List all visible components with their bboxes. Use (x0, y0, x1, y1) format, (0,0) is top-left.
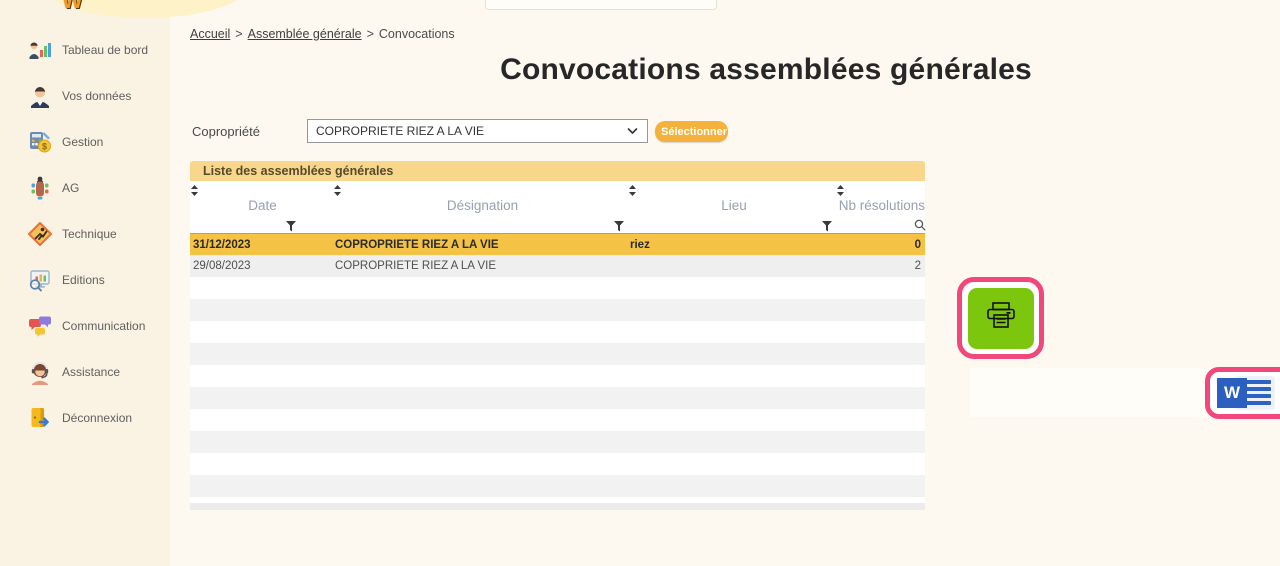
table-row-selected[interactable]: 31/12/2023 COPROPRIETE RIEZ A LA VIE rie… (190, 233, 925, 255)
word-export-button[interactable]: W (1217, 375, 1277, 411)
cell-designation: COPROPRIETE RIEZ A LA VIE (335, 239, 499, 251)
filter-icon[interactable] (286, 219, 296, 237)
column-header-nb-resolutions[interactable]: Nb résolutions (838, 198, 925, 213)
sidebar-item-label: AG (62, 181, 80, 195)
user-data-icon (26, 82, 54, 110)
print-button-highlight (957, 277, 1044, 359)
word-export-highlight: W (1205, 367, 1280, 419)
assemblies-table: Liste des assemblées générales Date Dési… (190, 161, 926, 510)
breadcrumb-link-accueil[interactable]: Accueil (190, 27, 231, 41)
sidebar-item-label: Gestion (62, 135, 104, 149)
cell-date: 31/12/2023 (193, 239, 251, 251)
communication-icon (26, 312, 54, 340)
table-row-empty (190, 365, 925, 387)
cell-designation: COPROPRIETE RIEZ A LA VIE (335, 260, 497, 272)
table-row-empty (190, 321, 925, 343)
sort-icon[interactable] (837, 183, 844, 201)
table-row[interactable]: 29/08/2023 COPROPRIETE RIEZ A LA VIE 2 (190, 255, 925, 277)
breadcrumb: Accueil > Assemblée générale > Convocations (190, 27, 455, 41)
assembly-icon (26, 174, 54, 202)
print-button[interactable] (967, 287, 1034, 349)
svg-text:$: $ (42, 141, 47, 151)
table-header: Date Désignation Lieu Nb résolutions (190, 181, 926, 236)
sidebar: Tableau de bord Vos données (0, 0, 170, 566)
sidebar-item-label: Tableau de bord (62, 43, 149, 57)
column-header-lieu[interactable]: Lieu (721, 198, 747, 213)
table-caption: Liste des assemblées générales (190, 161, 925, 181)
sidebar-item-label: Assistance (62, 365, 121, 379)
table-row-empty (190, 453, 925, 475)
table-row-empty (190, 277, 925, 299)
sort-icon[interactable] (334, 183, 341, 201)
sort-icon[interactable] (191, 183, 198, 201)
chevron-down-icon (627, 127, 638, 135)
filter-icon[interactable] (822, 219, 832, 237)
table-row-empty (190, 299, 925, 321)
horizontal-scrollbar[interactable] (190, 503, 925, 510)
column-header-designation[interactable]: Désignation (446, 198, 519, 213)
sidebar-item-label: Vos données (62, 89, 132, 103)
search-icon[interactable] (914, 218, 926, 236)
printer-icon (984, 301, 1018, 336)
cell-lieu (630, 255, 838, 277)
technical-icon (26, 220, 54, 248)
column-header-date[interactable]: Date (248, 198, 277, 213)
sidebar-item-assistance[interactable]: Assistance (0, 349, 170, 395)
management-icon: $ (26, 128, 54, 156)
logout-icon (26, 404, 54, 432)
cell-date: 29/08/2023 (193, 260, 251, 272)
word-logo-letter: W (1217, 378, 1247, 408)
sidebar-item-label: Editions (62, 273, 105, 287)
breadcrumb-link-assemblee-generale[interactable]: Assemblée générale (247, 27, 362, 41)
sidebar-item-gestion[interactable]: $ Gestion (0, 119, 170, 165)
sidebar-item-communication[interactable]: Communication (0, 303, 170, 349)
sidebar-item-tableau-de-bord[interactable]: Tableau de bord (0, 27, 170, 73)
table-tail (190, 497, 925, 503)
table-empty-rows (190, 277, 925, 497)
sidebar-item-technique[interactable]: Technique (0, 211, 170, 257)
support-icon (26, 358, 54, 386)
copropriete-select[interactable]: COPROPRIETE RIEZ A LA VIE (307, 119, 648, 143)
breadcrumb-current: Convocations (378, 27, 455, 41)
table-row-empty (190, 343, 925, 365)
cell-nb-resolutions: 2 (914, 260, 921, 272)
table-row-empty (190, 431, 925, 453)
sidebar-item-editions[interactable]: Editions (0, 257, 170, 303)
top-search-bar-partial[interactable] (485, 0, 717, 10)
breadcrumb-separator: > (366, 27, 374, 41)
table-row-empty (190, 475, 925, 497)
copropriete-label: Copropriété (192, 124, 260, 139)
sidebar-item-ag[interactable]: AG (0, 165, 170, 211)
sidebar-item-label: Technique (62, 227, 117, 241)
sidebar-item-deconnexion[interactable]: Déconnexion (0, 395, 170, 441)
filter-icon[interactable] (614, 219, 624, 237)
dashboard-icon (26, 36, 54, 64)
sidebar-item-vos-donnees[interactable]: Vos données (0, 73, 170, 119)
sidebar-item-label: Communication (62, 319, 146, 333)
page-title: Convocations assemblées générales (500, 53, 1032, 86)
cell-nb-resolutions: 0 (914, 239, 921, 251)
table-row-empty (190, 387, 925, 409)
breadcrumb-separator: > (235, 27, 243, 41)
selectionner-button[interactable]: Sélectionner (655, 121, 728, 142)
table-row-empty (190, 409, 925, 431)
sort-icon[interactable] (629, 183, 636, 201)
cell-lieu: riez (630, 239, 650, 251)
reports-icon (26, 266, 54, 294)
copropriete-select-value: COPROPRIETE RIEZ A LA VIE (316, 124, 485, 138)
logo-blob (42, 0, 248, 18)
sidebar-item-label: Déconnexion (62, 411, 133, 425)
logo-icon: W (62, 0, 83, 13)
